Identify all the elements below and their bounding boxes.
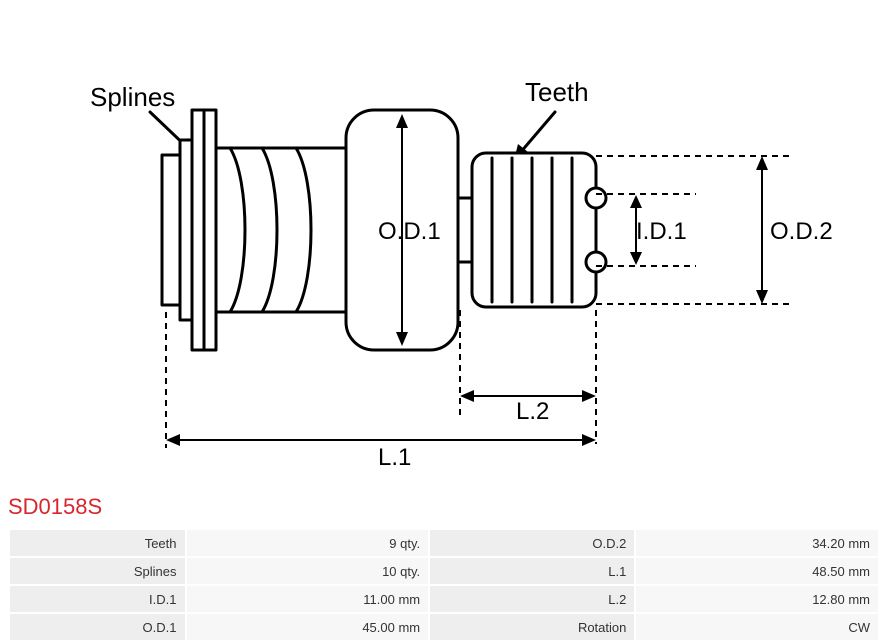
table-row: I.D.111.00 mmL.212.80 mm <box>10 586 878 612</box>
splines-label: Splines <box>90 82 175 113</box>
spec-value: 45.00 mm <box>187 614 429 640</box>
spec-value: 11.00 mm <box>187 586 429 612</box>
spec-table: Teeth9 qty.O.D.234.20 mmSplines10 qty.L.… <box>8 528 880 642</box>
od1-label: O.D.1 <box>378 218 441 246</box>
spec-label: O.D.2 <box>430 530 634 556</box>
od2-label: O.D.2 <box>770 218 833 246</box>
l2-label: L.2 <box>516 398 549 426</box>
spec-label: Teeth <box>10 530 185 556</box>
spec-value: 34.20 mm <box>636 530 878 556</box>
spec-label: Rotation <box>430 614 634 640</box>
id1-label: I.D.1 <box>636 218 687 246</box>
spec-value: 10 qty. <box>187 558 429 584</box>
teeth-label: Teeth <box>525 77 589 108</box>
spec-label: L.2 <box>430 586 634 612</box>
l1-label: L.1 <box>378 444 411 472</box>
spec-value: CW <box>636 614 878 640</box>
spec-label: I.D.1 <box>10 586 185 612</box>
spec-label: L.1 <box>430 558 634 584</box>
spec-value: 9 qty. <box>187 530 429 556</box>
table-row: Teeth9 qty.O.D.234.20 mm <box>10 530 878 556</box>
technical-diagram: Splines Teeth O.D.1 O.D.2 I.D.1 L.1 L.2 <box>0 0 889 490</box>
spec-label: Splines <box>10 558 185 584</box>
spec-label: O.D.1 <box>10 614 185 640</box>
table-row: Splines10 qty.L.148.50 mm <box>10 558 878 584</box>
table-row: O.D.145.00 mmRotationCW <box>10 614 878 640</box>
product-code: SD0158S <box>0 490 889 528</box>
spec-value: 48.50 mm <box>636 558 878 584</box>
diagram-svg <box>0 0 889 490</box>
spec-value: 12.80 mm <box>636 586 878 612</box>
